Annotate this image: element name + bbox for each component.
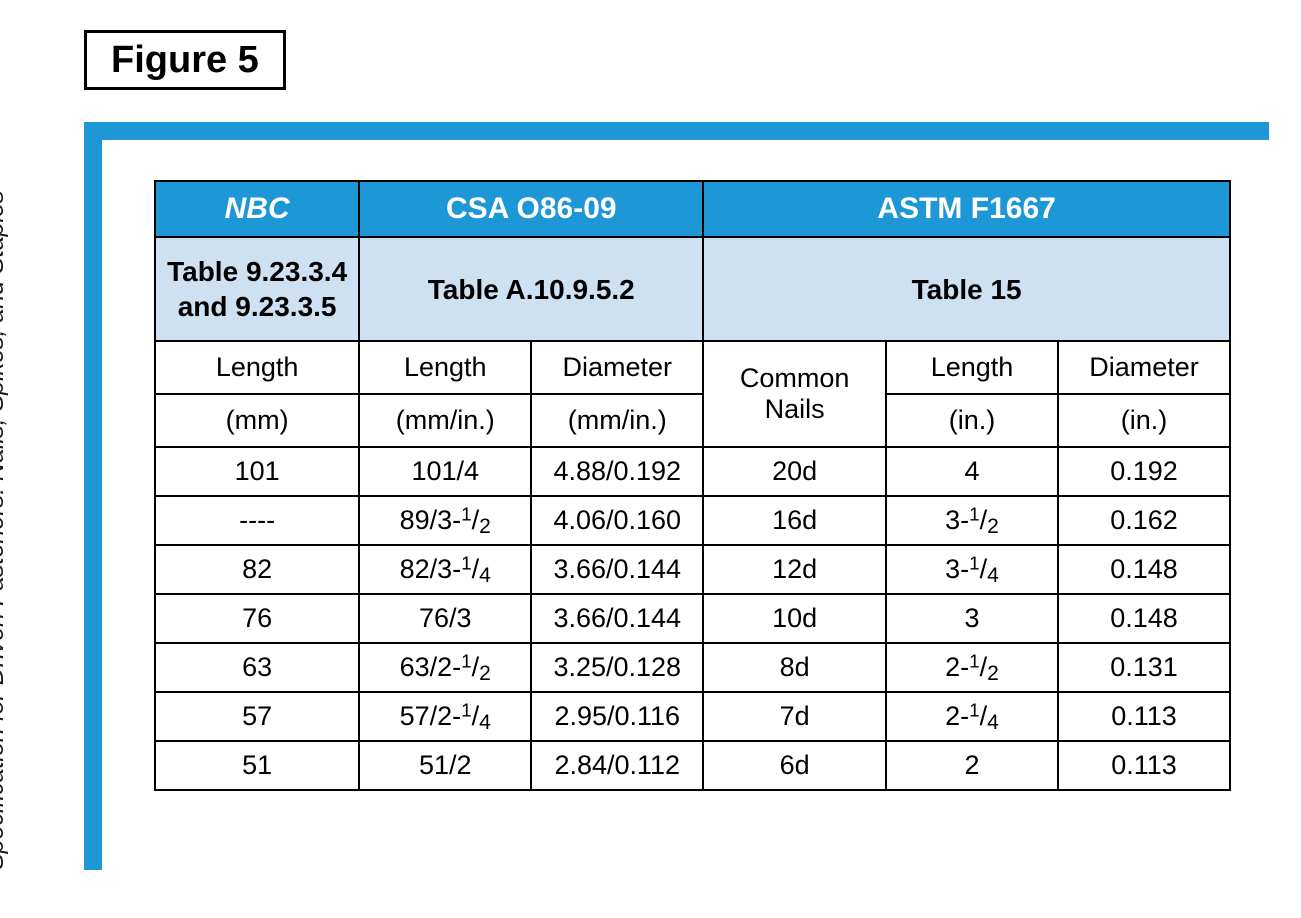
- table-body: 101101/44.88/0.19220d40.192----89/3-1/24…: [155, 447, 1230, 790]
- cell-astm_len: 3-1/4: [886, 545, 1058, 594]
- cell-astm_dia: 0.113: [1058, 692, 1230, 741]
- cell-astm_dia: 0.148: [1058, 594, 1230, 643]
- table-row: 5757/2-1/42.95/0.1167d2-1/40.113: [155, 692, 1230, 741]
- lbl-astm-common: Common Nails: [703, 341, 886, 447]
- cell-csa_len: 101/4: [359, 447, 531, 496]
- cell-astm_name: 20d: [703, 447, 886, 496]
- cell-astm_dia: 0.162: [1058, 496, 1230, 545]
- table-head: NBC CSA O86-09 ASTM F1667 Table 9.23.3.4…: [155, 181, 1230, 447]
- cell-astm_dia: 0.192: [1058, 447, 1230, 496]
- citation-text: Data courtesy NBC, CSA 086-09, and ASTM …: [0, 184, 10, 871]
- cell-nbc_len: 76: [155, 594, 359, 643]
- cell-astm_len: 4: [886, 447, 1058, 496]
- hdr-nbc: NBC: [155, 181, 359, 237]
- cell-nbc_len: 101: [155, 447, 359, 496]
- cell-astm_name: 7d: [703, 692, 886, 741]
- unit-astm-len: (in.): [886, 394, 1058, 447]
- cell-csa_dia: 4.06/0.160: [531, 496, 703, 545]
- cell-nbc_len: ----: [155, 496, 359, 545]
- cell-csa_dia: 3.66/0.144: [531, 545, 703, 594]
- table-row: 8282/3-1/43.66/0.14412d3-1/40.148: [155, 545, 1230, 594]
- cell-csa_len: 82/3-1/4: [359, 545, 531, 594]
- cell-astm_dia: 0.148: [1058, 545, 1230, 594]
- cell-csa_len: 63/2-1/2: [359, 643, 531, 692]
- unit-csa-dia: (mm/in.): [531, 394, 703, 447]
- hdr-astm: ASTM F1667: [703, 181, 1230, 237]
- cell-astm_name: 16d: [703, 496, 886, 545]
- ref-nbc: Table 9.23.3.4 and 9.23.3.5: [155, 237, 359, 341]
- cell-csa_dia: 3.25/0.128: [531, 643, 703, 692]
- figure-panel: NBC CSA O86-09 ASTM F1667 Table 9.23.3.4…: [84, 122, 1269, 870]
- cell-csa_len: 89/3-1/2: [359, 496, 531, 545]
- ref-csa: Table A.10.9.5.2: [359, 237, 703, 341]
- figure-label: Figure 5: [84, 30, 286, 90]
- header-row-labels: Length Length Diameter Common Nails Leng…: [155, 341, 1230, 394]
- cell-csa_dia: 3.66/0.144: [531, 594, 703, 643]
- cell-astm_name: 10d: [703, 594, 886, 643]
- unit-astm-dia: (in.): [1058, 394, 1230, 447]
- table-row: 101101/44.88/0.19220d40.192: [155, 447, 1230, 496]
- cell-csa_len: 76/3: [359, 594, 531, 643]
- unit-csa-len: (mm/in.): [359, 394, 531, 447]
- table-row: 6363/2-1/23.25/0.1288d2-1/20.131: [155, 643, 1230, 692]
- cell-astm_len: 2-1/2: [886, 643, 1058, 692]
- cell-nbc_len: 51: [155, 741, 359, 790]
- cell-csa_len: 57/2-1/4: [359, 692, 531, 741]
- page: Figure 5 Data courtesy NBC, CSA 086-09, …: [0, 0, 1301, 918]
- cell-astm_len: 3: [886, 594, 1058, 643]
- cell-astm_dia: 0.113: [1058, 741, 1230, 790]
- table-row: ----89/3-1/24.06/0.16016d3-1/20.162: [155, 496, 1230, 545]
- citation-line2: Specification for Driven Fasteners: Nail…: [0, 191, 9, 870]
- cell-astm_name: 6d: [703, 741, 886, 790]
- ref-astm: Table 15: [703, 237, 1230, 341]
- cell-astm_name: 8d: [703, 643, 886, 692]
- lbl-astm-dia: Diameter: [1058, 341, 1230, 394]
- cell-nbc_len: 82: [155, 545, 359, 594]
- cell-csa_len: 51/2: [359, 741, 531, 790]
- cell-nbc_len: 57: [155, 692, 359, 741]
- lbl-nbc-len: Length: [155, 341, 359, 394]
- cell-nbc_len: 63: [155, 643, 359, 692]
- cell-csa_dia: 4.88/0.192: [531, 447, 703, 496]
- cell-astm_dia: 0.131: [1058, 643, 1230, 692]
- header-row-standards: NBC CSA O86-09 ASTM F1667: [155, 181, 1230, 237]
- cell-astm_name: 12d: [703, 545, 886, 594]
- lbl-csa-len: Length: [359, 341, 531, 394]
- cell-csa_dia: 2.95/0.116: [531, 692, 703, 741]
- cell-csa_dia: 2.84/0.112: [531, 741, 703, 790]
- header-row-units: (mm) (mm/in.) (mm/in.) (in.) (in.): [155, 394, 1230, 447]
- table-row: 5151/22.84/0.1126d20.113: [155, 741, 1230, 790]
- standards-table: NBC CSA O86-09 ASTM F1667 Table 9.23.3.4…: [154, 180, 1231, 791]
- header-row-tablerefs: Table 9.23.3.4 and 9.23.3.5 Table A.10.9…: [155, 237, 1230, 341]
- cell-astm_len: 2-1/4: [886, 692, 1058, 741]
- table-row: 7676/33.66/0.14410d30.148: [155, 594, 1230, 643]
- lbl-astm-len: Length: [886, 341, 1058, 394]
- cell-astm_len: 3-1/2: [886, 496, 1058, 545]
- hdr-csa: CSA O86-09: [359, 181, 703, 237]
- cell-astm_len: 2: [886, 741, 1058, 790]
- unit-nbc-len: (mm): [155, 394, 359, 447]
- lbl-csa-dia: Diameter: [531, 341, 703, 394]
